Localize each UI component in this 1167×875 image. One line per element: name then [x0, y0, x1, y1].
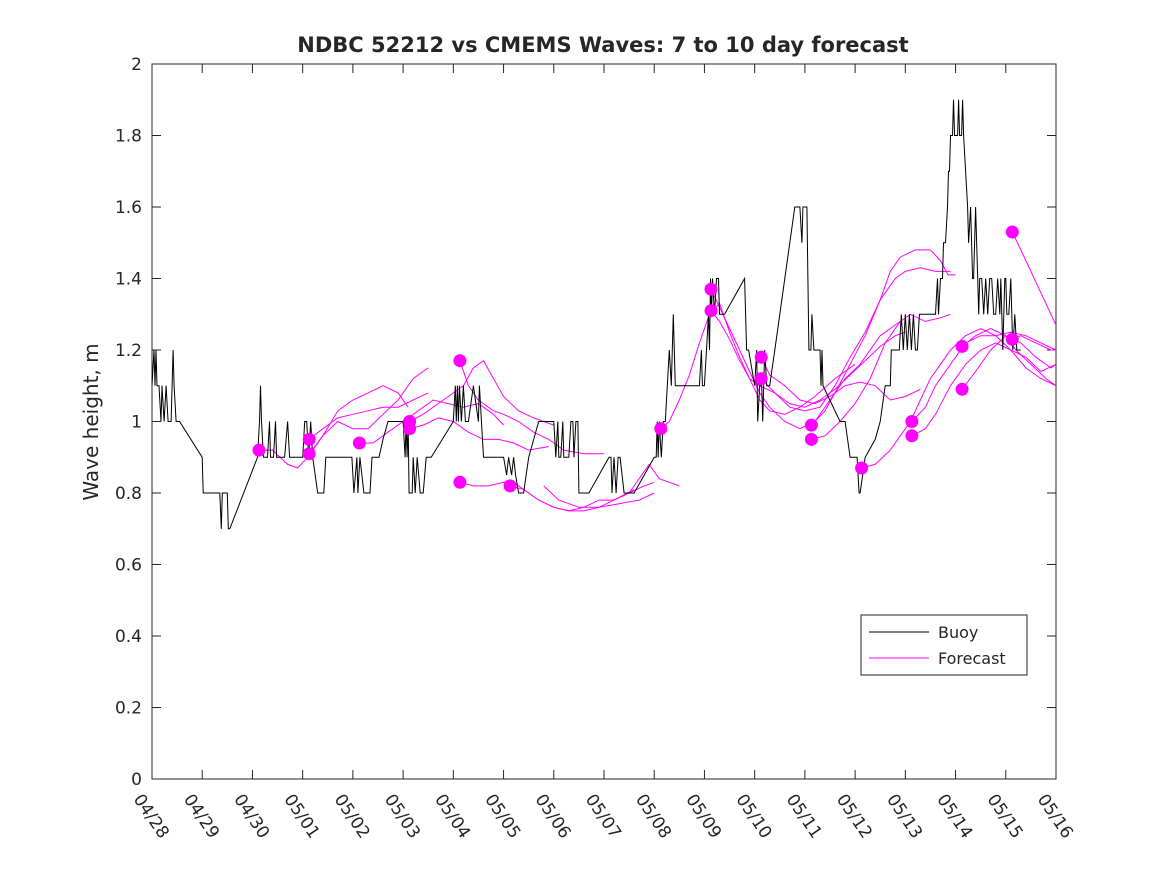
forecast-run-line — [1011, 231, 1057, 326]
y-tick-label: 1.4 — [115, 270, 142, 290]
forecast-start-marker — [252, 443, 266, 457]
forecast-start-marker — [403, 422, 417, 436]
legend-forecast-label: Forecast — [938, 649, 1006, 668]
forecast-start-marker — [955, 382, 969, 396]
forecast-start-marker — [754, 350, 768, 364]
y-axis-ticks: 0 0.2 0.4 0.6 0.8 1 1.2 1.4 1.6 1.8 2 — [115, 55, 1056, 790]
forecast-start-marker — [1005, 225, 1019, 239]
y-tick-label: 0.8 — [115, 484, 142, 504]
forecast-start-marker — [855, 461, 869, 475]
y-tick-label: 1.8 — [115, 127, 142, 147]
forecast-run-line — [861, 328, 1057, 469]
forecast-start-marker — [654, 422, 668, 436]
forecast-run-line — [911, 331, 1057, 422]
forecast-run-line — [409, 417, 549, 451]
forecast-start-marker — [905, 415, 919, 428]
y-tick-label: 2 — [131, 55, 142, 75]
forecast-start-marker — [955, 339, 969, 353]
y-tick-label: 1.6 — [115, 198, 142, 218]
forecast-run-line — [308, 392, 429, 440]
y-tick-label: 0 — [131, 770, 142, 790]
forecast-start-marker — [302, 447, 316, 461]
forecast-run-line — [811, 313, 951, 440]
forecast-series — [259, 231, 1057, 512]
y-tick-label: 1 — [131, 413, 142, 433]
forecast-run-line — [760, 356, 921, 405]
y-tick-label: 0.4 — [115, 627, 142, 647]
forecast-run-line — [811, 249, 956, 426]
forecast-run-line — [710, 288, 901, 430]
forecast-start-marker — [704, 304, 718, 318]
forecast-run-line — [409, 359, 554, 426]
forecast-start-marker — [1005, 332, 1019, 346]
legend-buoy-label: Buoy — [938, 623, 978, 642]
legend: Buoy Forecast — [860, 614, 1028, 676]
y-axis-label: Wave height, m — [79, 343, 103, 500]
forecast-run-line — [911, 342, 1057, 437]
y-tick-label: 0.2 — [115, 699, 142, 719]
plot-area: 00.20.40.60.811.21.41.61.82 04/28 04/29 04… — [115, 55, 1077, 842]
forecast-start-marker — [453, 354, 467, 368]
forecast-start-marker — [352, 436, 366, 450]
forecast-run-line — [359, 399, 504, 444]
forecast-start-marker — [905, 429, 919, 443]
y-tick-label: 1.2 — [115, 341, 142, 361]
legend-box — [860, 614, 1028, 676]
forecast-start-marker — [453, 475, 467, 489]
chart-title: NDBC 52212 vs CMEMS Waves: 7 to 10 day f… — [297, 33, 908, 57]
forecast-run-line — [710, 310, 906, 408]
forecast-start-marker — [302, 432, 316, 446]
forecast-start-marker — [704, 282, 718, 296]
forecast-start-marker — [804, 418, 818, 432]
forecast-run-line — [543, 485, 655, 508]
forecast-run-line — [760, 267, 951, 412]
forecast-start-markers — [252, 225, 1019, 493]
y-tick-label: 0.6 — [115, 556, 142, 576]
forecast-run-line — [628, 463, 680, 494]
forecast-run-line — [660, 302, 856, 430]
forecast-start-marker — [503, 479, 517, 493]
forecast-start-marker — [754, 372, 768, 386]
forecast-run-line — [308, 367, 429, 455]
forecast-start-marker — [804, 432, 818, 446]
